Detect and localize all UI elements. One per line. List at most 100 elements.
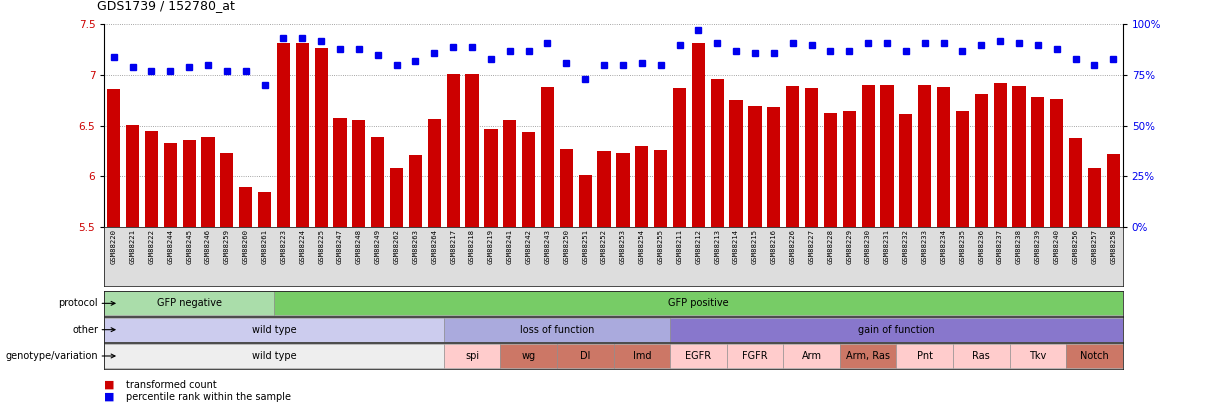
Bar [334, 119, 347, 405]
Bar [428, 119, 440, 405]
Text: GSM88249: GSM88249 [374, 228, 380, 264]
Text: GSM88253: GSM88253 [620, 228, 626, 264]
Bar [104, 344, 444, 368]
Text: GSM88264: GSM88264 [432, 228, 437, 264]
Text: genotype/variation: genotype/variation [6, 351, 98, 361]
Bar [880, 85, 893, 405]
Bar [1010, 344, 1066, 368]
Text: GSM88227: GSM88227 [809, 228, 815, 264]
Text: GSM88211: GSM88211 [676, 228, 682, 264]
Bar [654, 150, 667, 405]
Bar [465, 74, 479, 405]
Bar [994, 83, 1006, 405]
Bar [1088, 168, 1101, 405]
Text: wild type: wild type [252, 351, 297, 361]
Bar [767, 107, 780, 405]
Bar [163, 143, 177, 405]
Text: GSM88255: GSM88255 [658, 228, 664, 264]
Text: gain of function: gain of function [858, 325, 935, 335]
Text: GSM88220: GSM88220 [110, 228, 117, 264]
Text: GSM88225: GSM88225 [318, 228, 324, 264]
Text: Arm, Ras: Arm, Ras [847, 351, 890, 361]
Text: Imd: Imd [633, 351, 652, 361]
Text: ■: ■ [104, 392, 115, 402]
Bar [371, 137, 384, 405]
Text: Pnt: Pnt [917, 351, 933, 361]
Text: GFP positive: GFP positive [667, 298, 729, 308]
Bar [277, 43, 290, 405]
Bar [953, 344, 1010, 368]
Bar [579, 175, 591, 405]
Text: Arm: Arm [801, 351, 822, 361]
Bar [787, 86, 799, 405]
Text: GSM88234: GSM88234 [941, 228, 946, 264]
Text: GSM88214: GSM88214 [733, 228, 739, 264]
Bar [409, 155, 422, 405]
Bar [823, 113, 837, 405]
Bar [557, 344, 614, 368]
Bar [1031, 97, 1044, 405]
Text: percentile rank within the sample: percentile rank within the sample [126, 392, 291, 402]
Text: GSM88256: GSM88256 [1072, 228, 1079, 264]
Bar [444, 344, 501, 368]
Text: wg: wg [521, 351, 536, 361]
Bar [730, 100, 742, 405]
Bar [1069, 138, 1082, 405]
Bar [897, 344, 953, 368]
Text: protocol: protocol [59, 298, 98, 308]
Bar [390, 168, 404, 405]
Text: GSM88248: GSM88248 [356, 228, 362, 264]
Bar [1050, 99, 1064, 405]
Text: Notch: Notch [1080, 351, 1109, 361]
Text: GSM88216: GSM88216 [771, 228, 777, 264]
Text: GSM88230: GSM88230 [865, 228, 871, 264]
Text: GSM88231: GSM88231 [883, 228, 890, 264]
Bar [107, 89, 120, 405]
Text: GSM88247: GSM88247 [337, 228, 344, 264]
Text: ■: ■ [104, 380, 115, 390]
Text: GSM88226: GSM88226 [790, 228, 795, 264]
Bar [104, 318, 444, 342]
Bar [314, 48, 328, 405]
Bar [258, 192, 271, 405]
Text: GSM88233: GSM88233 [921, 228, 928, 264]
Bar [183, 140, 196, 405]
Bar [783, 344, 839, 368]
Text: GSM88222: GSM88222 [148, 228, 155, 264]
Bar [710, 79, 724, 405]
Bar [274, 291, 1123, 315]
Bar [541, 87, 555, 405]
Text: GSM88254: GSM88254 [639, 228, 645, 264]
Bar [126, 125, 139, 405]
Text: GSM88239: GSM88239 [1034, 228, 1040, 264]
Text: GSM88235: GSM88235 [960, 228, 966, 264]
Bar [748, 106, 762, 405]
Bar [839, 344, 897, 368]
Text: GSM88240: GSM88240 [1054, 228, 1060, 264]
Text: GSM88251: GSM88251 [582, 228, 588, 264]
Text: GSM88244: GSM88244 [167, 228, 173, 264]
Text: GSM88257: GSM88257 [1091, 228, 1097, 264]
Bar [560, 149, 573, 405]
Bar [636, 146, 648, 405]
Text: GSM88258: GSM88258 [1110, 228, 1117, 264]
Bar [201, 137, 215, 405]
Bar [843, 111, 856, 405]
Text: GSM88218: GSM88218 [469, 228, 475, 264]
Bar [726, 344, 783, 368]
Bar [974, 94, 988, 405]
Bar [221, 153, 233, 405]
Bar [447, 74, 460, 405]
Text: GSM88260: GSM88260 [243, 228, 249, 264]
Bar [616, 153, 629, 405]
Text: GSM88252: GSM88252 [601, 228, 607, 264]
Text: GSM88242: GSM88242 [525, 228, 531, 264]
Text: GSM88213: GSM88213 [714, 228, 720, 264]
Text: EGFR: EGFR [686, 351, 712, 361]
Text: GSM88261: GSM88261 [261, 228, 267, 264]
Text: GSM88236: GSM88236 [978, 228, 984, 264]
Bar [104, 291, 274, 315]
Text: GSM88228: GSM88228 [827, 228, 833, 264]
Text: GSM88262: GSM88262 [394, 228, 400, 264]
Text: spi: spi [465, 351, 479, 361]
